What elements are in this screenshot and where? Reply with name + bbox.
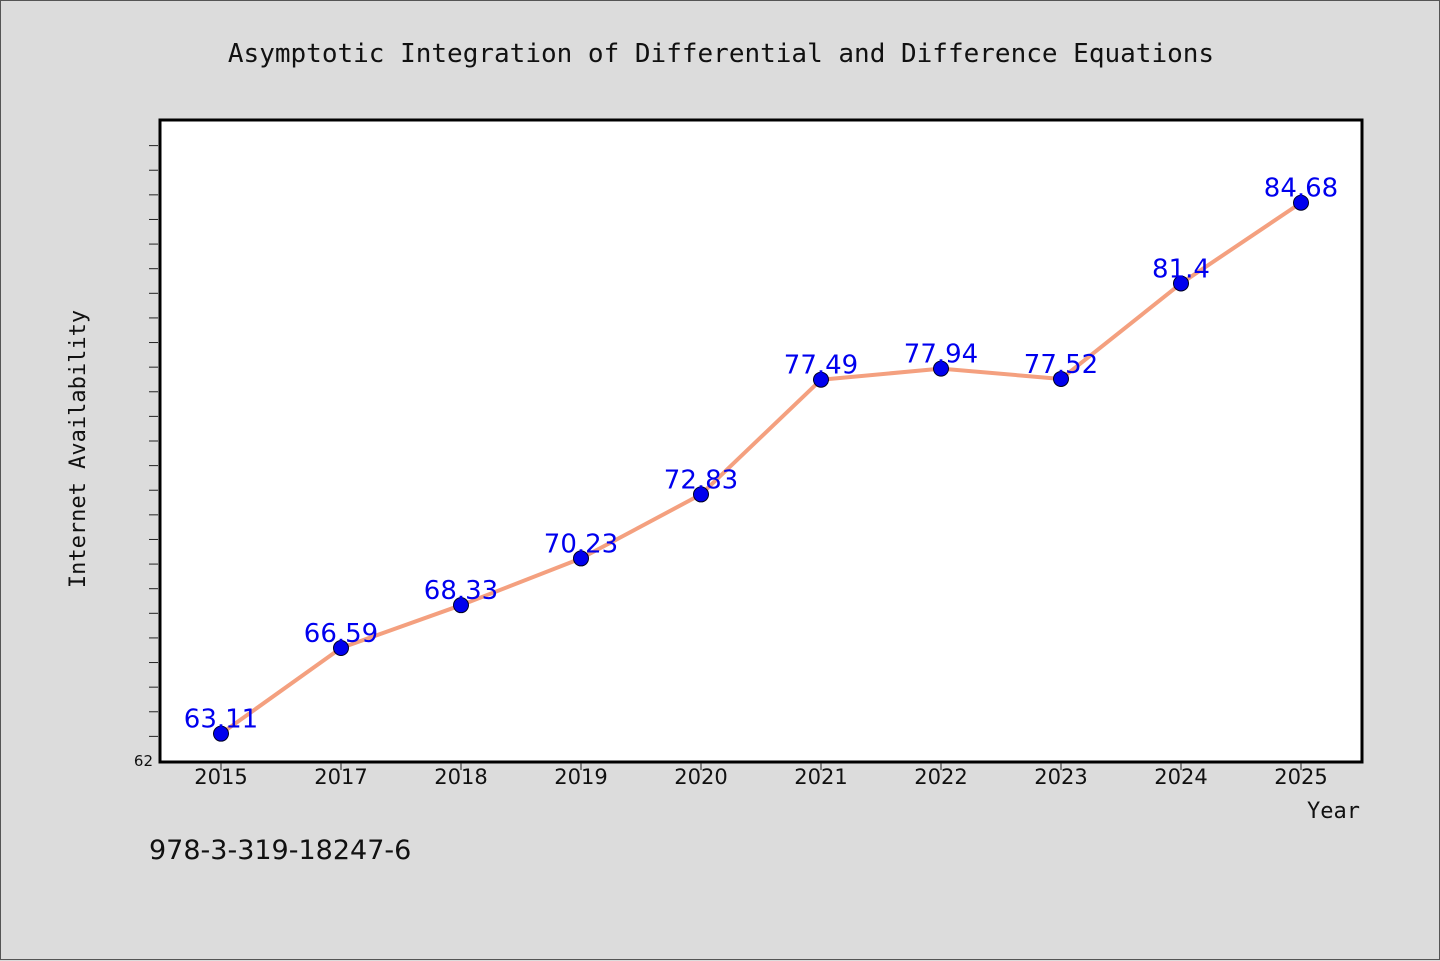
data-label: 72.83 <box>664 465 738 495</box>
plot-area <box>158 118 1364 764</box>
data-point-marker <box>333 640 349 657</box>
y-axis-ticks: 62 <box>134 145 158 770</box>
y-axis-label: Internet Availability <box>66 310 91 588</box>
x-axis-label: Year <box>1307 799 1360 824</box>
data-label: 66.59 <box>304 619 378 649</box>
x-tick-label: 2025 <box>1274 765 1327 789</box>
x-tick-label: 2018 <box>434 765 487 789</box>
data-label: 77.52 <box>1024 350 1098 380</box>
x-tick-label: 2020 <box>674 765 727 789</box>
data-point-marker <box>1173 275 1189 292</box>
data-label: 81.4 <box>1152 254 1210 284</box>
data-point-marker <box>933 360 949 377</box>
x-axis-ticks: 2015 2017 2018 2019 2020 2021 2022 2023 2024 2025 <box>194 763 1328 789</box>
data-point-marker <box>573 550 589 567</box>
series-line-group: 63.11 66.59 68.33 70.23 72.83 77.49 77.94 77.52… <box>184 174 1338 742</box>
x-tick-label: 2019 <box>554 765 607 789</box>
data-point-marker <box>1293 194 1309 211</box>
data-label: 77.49 <box>784 351 858 381</box>
data-point-marker <box>213 725 229 742</box>
chart-title: Asymptotic Integration of Differential a… <box>228 39 1214 69</box>
x-tick-label: 2021 <box>794 765 847 789</box>
data-label: 70.23 <box>544 529 618 559</box>
x-tick-label: 2015 <box>194 765 247 789</box>
data-label: 77.94 <box>904 340 978 370</box>
data-label: 63.11 <box>184 705 258 735</box>
isbn-text: 978-3-319-18247-6 <box>149 835 412 866</box>
data-point-marker <box>693 486 709 503</box>
data-point-marker <box>813 371 829 388</box>
x-tick-label: 2017 <box>314 765 367 789</box>
data-point-marker <box>1053 370 1069 387</box>
x-tick-label: 2022 <box>914 765 967 789</box>
y-tick-label: 62 <box>134 752 153 770</box>
x-tick-label: 2023 <box>1034 765 1087 789</box>
data-point-marker <box>453 597 469 614</box>
data-label: 68.33 <box>424 576 498 606</box>
x-tick-label: 2024 <box>1154 765 1207 789</box>
data-label: 84.68 <box>1264 174 1338 204</box>
series-line <box>219 200 1303 736</box>
